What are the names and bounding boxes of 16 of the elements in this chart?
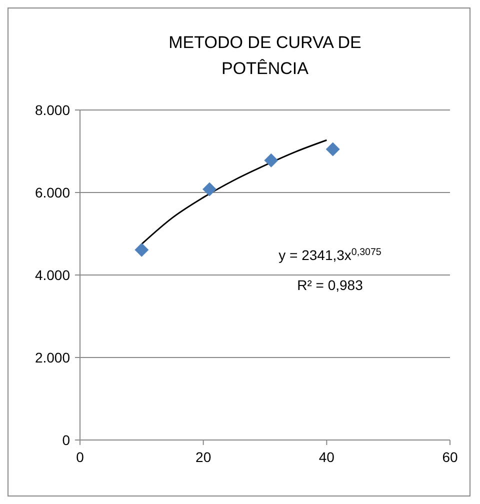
point <box>264 153 278 168</box>
x-tick-label: 40 <box>318 449 335 465</box>
point <box>202 182 216 196</box>
chart-title: METODO DE CURVA DE POTÊNCIA <box>168 33 362 78</box>
x-tick-label: 20 <box>196 449 212 465</box>
x-tick-label: 60 <box>442 449 458 465</box>
x-tick-label: 0 <box>76 449 84 465</box>
y-tick-label: 2.000 <box>34 349 70 366</box>
y-tick-label: 6.000 <box>34 184 70 200</box>
y-tick-label: 4.000 <box>34 266 70 283</box>
annotation: R² = 0,983 <box>297 277 364 293</box>
y-tick-label: 8.000 <box>34 102 70 118</box>
point <box>326 142 340 156</box>
y-tick-label: 0 <box>62 432 70 448</box>
annotation: y = 2341,3x$^{0,3075}$ <box>278 246 382 263</box>
point <box>134 242 149 257</box>
